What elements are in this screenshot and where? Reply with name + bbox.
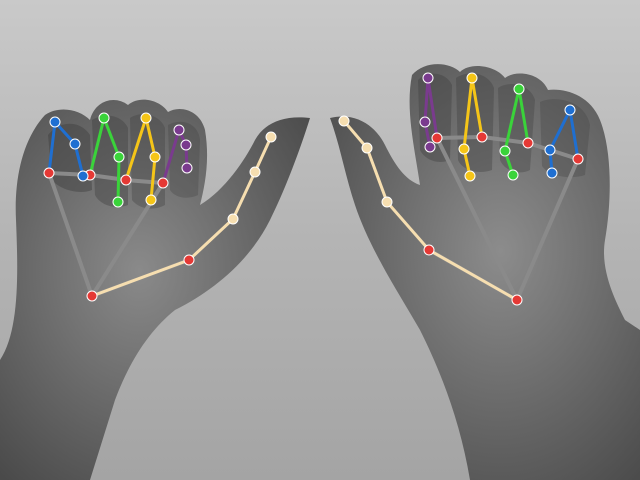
right-hand-landmark-overlay xyxy=(338,72,584,306)
right-index-links xyxy=(462,77,484,177)
right-middle-links xyxy=(503,88,530,176)
right-joints xyxy=(338,72,584,306)
right-ring-links xyxy=(548,105,580,174)
left-pinky-links xyxy=(161,125,189,184)
left-index-links xyxy=(124,112,157,201)
left-hand-landmark-overlay xyxy=(43,112,277,302)
left-middle-links xyxy=(88,112,121,203)
right-pinky-links xyxy=(423,77,439,148)
left-ring-links xyxy=(47,118,85,177)
left-joints xyxy=(43,112,277,302)
